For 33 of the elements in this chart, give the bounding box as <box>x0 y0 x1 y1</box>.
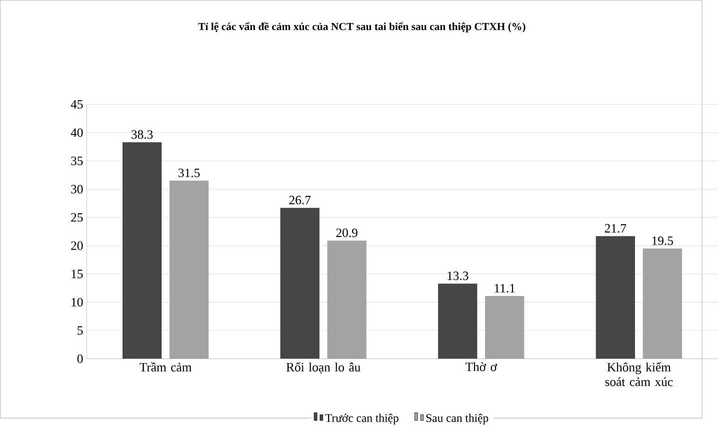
bar <box>327 240 366 359</box>
bar <box>642 248 682 359</box>
bar <box>438 283 478 359</box>
data-label: 31.5 <box>178 168 200 178</box>
y-tick-label: 30 <box>71 184 83 194</box>
data-label: 20.9 <box>336 228 358 238</box>
data-label: 38.3 <box>132 130 153 139</box>
data-label: 11.1 <box>494 284 515 292</box>
y-tick-label: 40 <box>70 128 83 137</box>
data-label: 19.5 <box>652 236 673 245</box>
chart-title: Tỉ lệ các vấn đề cảm xúc của NCT sau tai biến sau can thiệp CTXH (%) <box>198 22 526 32</box>
bar <box>122 142 162 359</box>
legend-label: Trước can thiệp <box>325 414 398 424</box>
y-tick-label: 5 <box>78 326 83 335</box>
bar <box>596 236 636 359</box>
x-tick-label: Trầm cảm <box>140 362 192 372</box>
data-label: 26.7 <box>289 196 311 204</box>
y-tick-label: 10 <box>72 298 83 306</box>
data-label: 13.3 <box>448 271 468 280</box>
y-tick-label: 20 <box>71 241 83 250</box>
x-tick-label: Rối loạn lo âu <box>286 362 360 374</box>
bar <box>280 208 320 359</box>
x-tick-label: Không kiểm soát cảm xúc <box>605 362 673 386</box>
y-tick-label: 45 <box>70 100 83 108</box>
x-tick-label: Thờ ơ <box>466 362 498 372</box>
y-tick-label: 15 <box>72 270 83 278</box>
bar <box>169 180 209 359</box>
bar <box>485 296 524 359</box>
y-tick-label: 35 <box>71 156 83 166</box>
y-tick-label: 0 <box>77 354 83 363</box>
legend-label: Sau can thiệp <box>426 414 488 424</box>
y-tick-label: 25 <box>71 213 83 222</box>
data-label: 21.7 <box>604 224 626 233</box>
